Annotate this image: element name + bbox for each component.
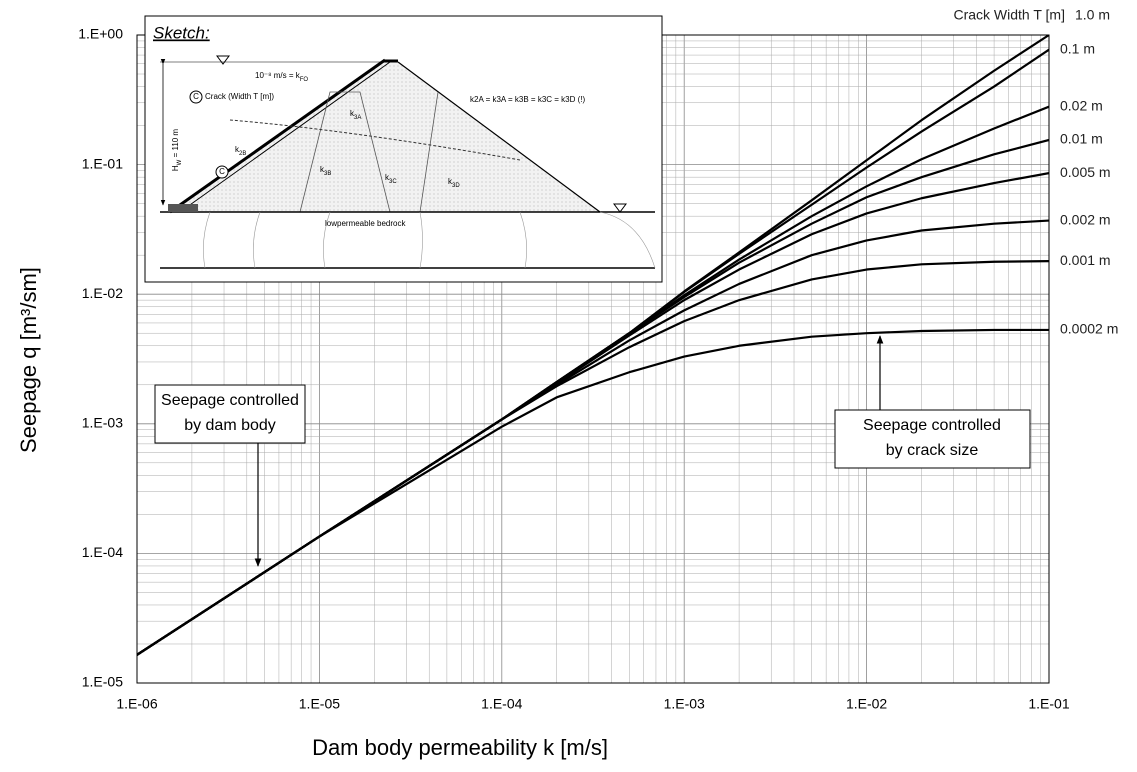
crack-circle (189, 90, 203, 104)
label-sub: 3C (389, 179, 397, 185)
x-tick-label: 1.E-03 (664, 696, 705, 712)
annotation: Seepage controlled by crack size (834, 335, 1031, 469)
label-sub: 3B (324, 171, 331, 177)
annotation-text: by crack size (886, 442, 979, 459)
annotation-box (154, 384, 306, 444)
sketch-label: k2B (235, 145, 246, 156)
label-sub: 3D (452, 183, 460, 189)
series-label: 0.1 m (1060, 40, 1095, 56)
x-tick-label: 1.E-05 (299, 696, 340, 712)
sketch-label: k3C (385, 173, 397, 184)
sketch-inset: Sketch: 10⁻⁸ m/s = kFO C Crack (Width T … (144, 15, 663, 283)
sketch-label: 10⁻⁸ m/s = kFO (255, 71, 308, 82)
y-axis-title: Seepage q [m³/sm] (16, 267, 41, 453)
label-text: k (320, 165, 325, 174)
crack-drain (168, 204, 198, 212)
dam-face (179, 61, 391, 213)
x-tick-label: 1.E-04 (481, 696, 522, 712)
series-label: 0.001 m (1060, 252, 1111, 268)
sketch-label: HW = 110 m (171, 129, 182, 172)
label-sub: 2B (239, 151, 246, 157)
phreatic-line (229, 119, 521, 161)
y-tick-label: 1.E-05 (82, 674, 123, 690)
label-sub: 3A (354, 115, 361, 121)
sketch-label: C (219, 167, 225, 176)
sketch-title: Sketch: (153, 23, 210, 42)
series-label: 0.002 m (1060, 211, 1111, 227)
annotation-text: Seepage controlled (161, 392, 299, 409)
y-tick-label: 1.E+00 (78, 26, 123, 42)
x-tick-label: 1.E-06 (116, 696, 157, 712)
x-tick-label: 1.E-01 (1028, 696, 1069, 712)
water-marker (613, 203, 627, 213)
zone-line (419, 91, 439, 213)
series-label: 1.0 m (1075, 7, 1110, 23)
water-marker (216, 55, 230, 65)
label-text: 10⁻⁸ m/s = k (255, 71, 301, 80)
label-sub: FO (300, 77, 309, 83)
flow-lines (203, 211, 656, 269)
series-line (137, 328, 1049, 656)
zone-line (299, 91, 391, 213)
series-label: 0.01 m (1060, 131, 1103, 147)
tick-labels: 1.E-06 1.E-05 1.E-04 1.E-03 1.E-02 1.E-01 1.E-… (78, 26, 1070, 712)
label-text: H (171, 165, 180, 171)
label-text: k (385, 173, 390, 182)
dam-body (170, 62, 600, 212)
label-text: k (350, 109, 355, 118)
y-tick-label: 1.E-02 (82, 285, 123, 301)
crack-circle (215, 165, 229, 179)
label-sub: W (177, 159, 183, 165)
annotation-text: Seepage controlled (863, 417, 1001, 434)
x-tick-label: 1.E-02 (846, 696, 887, 712)
series-label: 0.005 m (1060, 164, 1111, 180)
x-axis-title: Dam body permeability k [m/s] (312, 735, 608, 760)
sketch-label: k3A (350, 109, 361, 120)
annotation-box (834, 409, 1031, 469)
y-tick-label: 1.E-01 (82, 155, 123, 171)
series-label: 0.02 m (1060, 97, 1103, 113)
dam-slope (397, 61, 601, 213)
sketch-label: k3B (320, 165, 331, 176)
label-text: = 110 m (171, 129, 180, 160)
sketch-label: C (193, 92, 199, 101)
annotation-text: by dam body (184, 417, 276, 434)
sketch-label: k2A = k3A = k3B = k3C = k3D (!) (470, 95, 586, 104)
sketch-label: k3D (448, 177, 460, 188)
label-text: k (235, 145, 240, 154)
y-tick-label: 1.E-04 (82, 544, 123, 560)
y-tick-label: 1.E-03 (82, 415, 123, 431)
sketch-label: Crack (Width T [m]) (205, 92, 274, 101)
annotation: Seepage controlled by dam body (154, 384, 306, 567)
series-lines (137, 35, 1049, 656)
legend-title: Crack Width T [m] (953, 7, 1065, 23)
dam-face (169, 58, 386, 214)
series-line (137, 260, 1049, 656)
series-label: 0.0002 m (1060, 321, 1118, 337)
label-text: k (448, 177, 453, 186)
sketch-label: lowpermeable bedrock (325, 219, 406, 228)
